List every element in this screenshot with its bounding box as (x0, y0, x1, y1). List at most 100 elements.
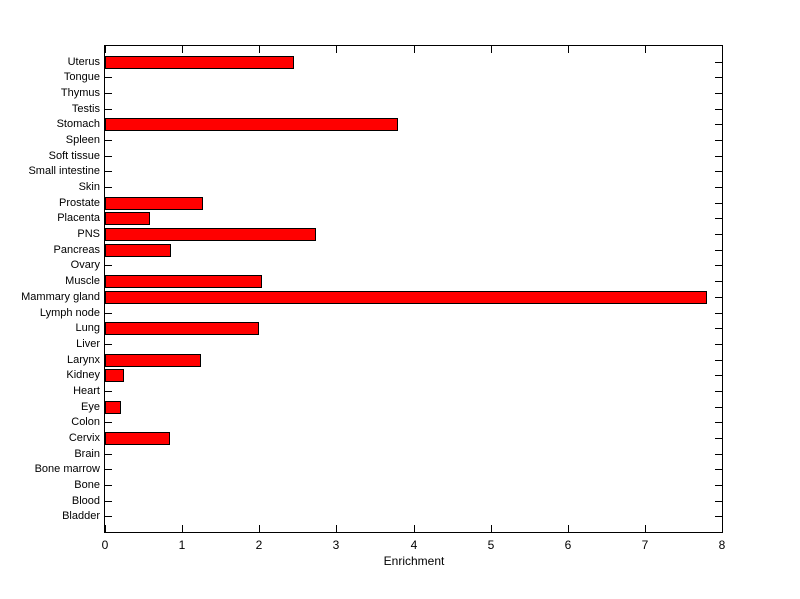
x-tick-label: 2 (255, 538, 263, 552)
plot-area (104, 45, 723, 533)
y-tick-label: Placenta (57, 212, 100, 224)
bar (105, 228, 316, 241)
y-tick-mark-right (715, 93, 722, 94)
y-tick-label: Heart (73, 385, 100, 397)
y-tick-label: Colon (71, 416, 100, 428)
y-tick-label: Muscle (65, 275, 100, 287)
y-tick-mark-left (105, 313, 112, 314)
y-tick-mark-left (105, 93, 112, 94)
bar (105, 197, 203, 210)
y-tick-mark-right (715, 265, 722, 266)
x-tick-mark-top (414, 46, 415, 53)
y-tick-label: Blood (71, 495, 100, 507)
y-tick-label: Testis (71, 103, 100, 115)
bar (105, 244, 171, 257)
y-tick-mark-right (715, 407, 722, 408)
y-tick-mark-left (105, 109, 112, 110)
bar (105, 56, 294, 69)
y-tick-mark-right (715, 344, 722, 345)
bar (105, 354, 201, 367)
y-tick-mark-left (105, 344, 112, 345)
x-tick-mark-top (568, 46, 569, 53)
bar (105, 322, 259, 335)
y-tick-mark-left (105, 171, 112, 172)
bar (105, 275, 262, 288)
y-tick-mark-left (105, 485, 112, 486)
y-tick-label: Skin (78, 181, 100, 193)
x-tick-label: 4 (410, 538, 418, 552)
x-tick-mark-top (336, 46, 337, 53)
x-tick-label: 7 (641, 538, 649, 552)
y-tick-mark-left (105, 469, 112, 470)
y-tick-mark-left (105, 140, 112, 141)
y-tick-mark-left (105, 265, 112, 266)
y-tick-label: Spleen (65, 134, 100, 146)
y-tick-mark-left (105, 501, 112, 502)
x-tick-mark-bottom (722, 525, 723, 532)
x-tick-mark-bottom (491, 525, 492, 532)
x-tick-label: 8 (718, 538, 726, 552)
y-tick-mark-left (105, 187, 112, 188)
y-tick-mark-right (715, 77, 722, 78)
y-tick-label: Tongue (63, 71, 100, 83)
y-tick-mark-left (105, 77, 112, 78)
y-tick-label: Uterus (67, 56, 100, 68)
bar (105, 369, 124, 382)
y-tick-label: Lymph node (39, 307, 100, 319)
y-tick-mark-right (715, 140, 722, 141)
y-tick-label: Liver (76, 338, 100, 350)
y-tick-label: Eye (81, 401, 100, 413)
y-tick-label: Thymus (60, 87, 100, 99)
y-tick-mark-right (715, 203, 722, 204)
y-tick-label: Stomach (56, 118, 100, 130)
x-tick-mark-top (645, 46, 646, 53)
y-tick-mark-right (715, 234, 722, 235)
y-tick-label: Bone (74, 479, 100, 491)
x-tick-mark-top (259, 46, 260, 53)
x-axis-label: Enrichment (383, 554, 445, 568)
x-tick-label: 3 (332, 538, 340, 552)
y-tick-mark-right (715, 187, 722, 188)
y-tick-label: Lung (75, 322, 100, 334)
y-tick-mark-right (715, 281, 722, 282)
x-tick-mark-bottom (105, 525, 106, 532)
x-tick-mark-bottom (336, 525, 337, 532)
y-tick-mark-right (715, 516, 722, 517)
y-tick-mark-left (105, 454, 112, 455)
x-tick-mark-bottom (182, 525, 183, 532)
y-tick-mark-right (715, 297, 722, 298)
y-tick-mark-right (715, 124, 722, 125)
y-tick-mark-right (715, 62, 722, 63)
y-tick-mark-left (105, 391, 112, 392)
bar (105, 291, 707, 304)
y-tick-mark-right (715, 109, 722, 110)
y-tick-mark-left (105, 156, 112, 157)
y-tick-label: Mammary gland (21, 291, 100, 303)
y-tick-mark-right (715, 156, 722, 157)
y-tick-label: Bone marrow (34, 463, 100, 475)
x-tick-mark-top (491, 46, 492, 53)
y-tick-mark-right (715, 328, 722, 329)
y-tick-mark-right (715, 485, 722, 486)
y-tick-mark-right (715, 250, 722, 251)
bar (105, 212, 150, 225)
y-tick-mark-right (715, 501, 722, 502)
y-tick-mark-left (105, 516, 112, 517)
y-tick-label: Ovary (70, 259, 100, 271)
y-tick-label: Kidney (66, 369, 100, 381)
x-tick-mark-top (105, 46, 106, 53)
y-tick-mark-right (715, 391, 722, 392)
bar (105, 401, 121, 414)
x-tick-mark-top (182, 46, 183, 53)
bar (105, 432, 170, 445)
x-tick-mark-bottom (568, 525, 569, 532)
y-tick-mark-right (715, 454, 722, 455)
y-tick-mark-right (715, 218, 722, 219)
y-tick-mark-right (715, 469, 722, 470)
y-tick-label: Pancreas (53, 244, 100, 256)
y-tick-mark-right (715, 422, 722, 423)
y-tick-label: Brain (74, 448, 100, 460)
x-tick-mark-top (722, 46, 723, 53)
y-tick-label: Small intestine (28, 165, 100, 177)
y-tick-label: Larynx (66, 354, 100, 366)
